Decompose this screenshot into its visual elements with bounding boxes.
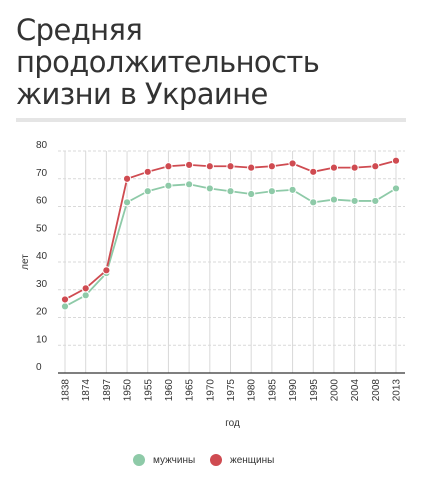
data-point-women [371,162,380,171]
data-point-men [267,187,276,196]
data-point-men [309,198,318,207]
legend-swatch-men [133,454,145,466]
y-tick-label: 10 [36,334,48,345]
data-point-men [185,180,194,189]
data-point-women [329,163,339,172]
y-tick-label: 80 [36,140,48,151]
data-point-men [205,184,214,193]
data-point-women [60,295,70,304]
data-point-women [267,162,276,171]
y-tick-label: 70 [36,168,48,179]
y-tick-label: 20 [36,307,48,318]
data-point-men [391,184,401,193]
data-point-men [81,291,90,300]
data-point-men [226,187,235,196]
x-tick-label: 1985 [267,379,278,402]
chart-title: Средняя продолжительность жизни в Украин… [16,13,320,111]
data-point-men [350,196,359,206]
title-divider [16,118,406,122]
data-point-men [288,185,297,194]
x-tick-label: 1838 [61,379,72,402]
data-point-women [122,174,132,183]
x-tick-label: 1950 [123,379,134,402]
x-tick-label: 1990 [288,379,299,402]
data-point-women [205,162,214,171]
data-point-women [185,160,194,169]
data-point-women [309,167,318,176]
y-tick-label: 30 [36,279,48,290]
data-point-women [102,266,111,275]
x-tick-label: 1874 [81,379,92,402]
x-tick-label: 1965 [185,379,196,402]
data-point-men [164,181,173,190]
x-tick-label: 1995 [309,379,320,402]
data-point-men [371,196,380,206]
x-tick-label: 1897 [102,379,113,402]
y-axis-title: лет [20,254,31,270]
data-point-men [329,195,339,204]
data-point-women [143,167,152,176]
legend-label-women: женщины [230,454,275,466]
data-point-men [143,187,152,196]
x-tick-label: 1970 [205,379,216,402]
legend-swatch-women [210,454,222,466]
x-tick-label: 1960 [164,379,175,402]
legend-item-women: женщины [210,452,274,468]
data-point-women [350,163,359,172]
y-tick-label: 60 [36,196,48,207]
data-point-men [247,189,256,199]
data-point-women [164,162,173,171]
data-point-women [247,163,256,172]
data-point-women [288,159,297,168]
y-tick-label: 0 [36,362,42,373]
data-point-women [81,284,90,293]
legend-label-men: мужчины [153,454,196,466]
series-layer [60,156,401,311]
x-tick-label: 1980 [247,379,258,402]
data-point-men [60,302,70,311]
y-tick-label: 40 [36,251,48,262]
x-tick-label: 2004 [350,379,361,402]
y-tick-label: 50 [36,223,48,234]
axis-layer: 0 10 20 30 40 50 60 70 80 1838 1874 1897 1950 1955 196… [20,140,405,429]
legend: мужчины женщины [0,452,423,468]
legend-item-men: мужчины [133,452,195,468]
x-tick-label: 2013 [392,379,403,402]
data-point-women [391,156,401,165]
data-point-women [226,162,235,171]
x-tick-label: 2000 [329,379,340,402]
data-point-men [122,198,132,207]
x-axis-title: год [225,418,240,429]
x-tick-label: 1975 [226,379,237,402]
x-tick-label: 1955 [143,379,154,402]
x-tick-label: 2008 [371,379,382,402]
